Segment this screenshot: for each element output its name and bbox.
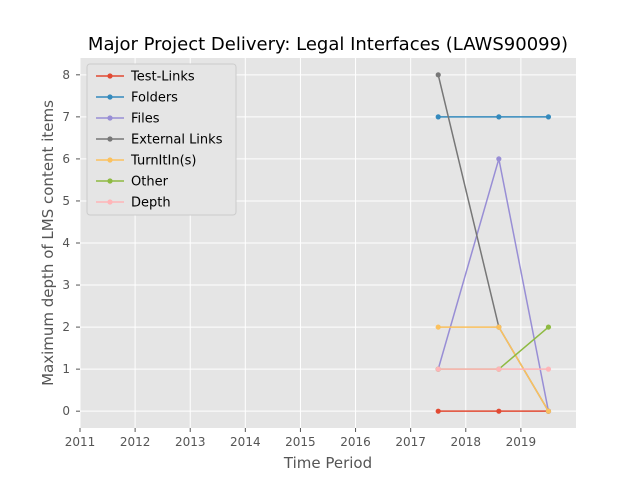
legend-label: Folders [131, 91, 178, 106]
x-tick-label: 2018 [451, 435, 482, 449]
data-point [435, 366, 441, 372]
x-tick-label: 2011 [65, 435, 96, 449]
x-axis-label: Time Period [283, 454, 372, 472]
legend-item: Files [96, 112, 160, 127]
data-point [435, 72, 441, 78]
x-axis-ticks: 2011 2012 2013 2014 2015 2016 2017 2018 2019 [65, 428, 536, 449]
y-tick-label: 7 [62, 110, 70, 124]
x-tick-label: 2012 [120, 435, 151, 449]
legend-marker [107, 73, 113, 79]
chart-title: Major Project Delivery: Legal Interfaces… [88, 34, 568, 55]
legend-label: External Links [131, 133, 223, 148]
legend-box [86, 63, 237, 216]
y-axis-ticks: 0 1 2 3 4 5 6 7 8 [62, 68, 80, 418]
data-point [435, 114, 441, 120]
y-tick-label: 8 [62, 68, 70, 82]
legend-item: Other [96, 175, 169, 190]
legend-item: External Links [96, 133, 223, 148]
data-point [496, 324, 502, 330]
y-tick-label: 2 [62, 320, 70, 334]
legend-item: Folders [96, 91, 178, 106]
legend-label: Test-Links [130, 70, 195, 85]
legend: Test-Links Folders Files External Links Turn… [86, 63, 237, 216]
legend-marker [107, 157, 113, 163]
series-lines [435, 72, 552, 414]
data-point [545, 114, 552, 120]
x-tick-label: 2017 [395, 435, 426, 449]
data-point [545, 324, 552, 330]
legend-item: TurnItIn(s) [96, 154, 196, 169]
data-point [496, 408, 502, 414]
data-point [496, 156, 502, 162]
legend-label: Other [131, 175, 169, 190]
data-point [545, 408, 552, 414]
legend-marker [107, 94, 113, 100]
legend-label: Files [131, 112, 160, 127]
data-point [545, 366, 552, 372]
y-tick-label: 6 [62, 152, 70, 166]
series-folders [435, 114, 552, 120]
y-tick-label: 1 [62, 362, 70, 376]
legend-marker [107, 199, 113, 205]
x-tick-label: 2013 [175, 435, 206, 449]
x-tick-label: 2019 [506, 435, 537, 449]
legend-marker [107, 178, 113, 184]
legend-item: Depth [96, 196, 171, 211]
y-tick-label: 4 [62, 236, 70, 250]
x-tick-label: 2016 [340, 435, 371, 449]
legend-label: Depth [131, 196, 171, 211]
x-tick-label: 2014 [230, 435, 261, 449]
legend-marker [107, 115, 113, 121]
data-point [435, 408, 441, 414]
y-tick-label: 0 [62, 404, 70, 418]
data-point [496, 114, 502, 120]
legend-item: Test-Links [96, 70, 195, 85]
y-tick-label: 3 [62, 278, 70, 292]
x-tick-label: 2015 [285, 435, 316, 449]
legend-label: TurnItIn(s) [130, 154, 196, 169]
data-point [496, 366, 502, 372]
y-tick-label: 5 [62, 194, 70, 208]
legend-marker [107, 136, 113, 142]
series-turnitin-s [435, 324, 552, 414]
data-point [435, 324, 441, 330]
series-depth [435, 366, 552, 372]
y-axis-label: Maximum depth of LMS content items [39, 100, 57, 386]
